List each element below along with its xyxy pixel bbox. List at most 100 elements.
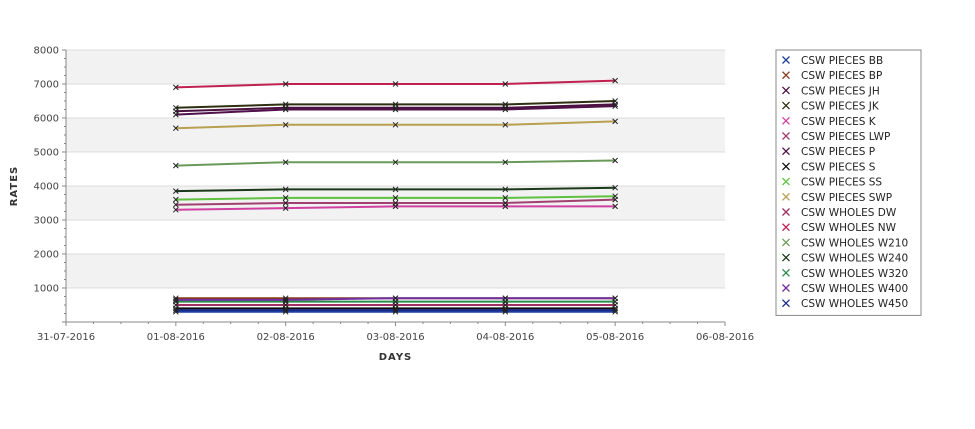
data-point [502,307,509,313]
data-point [612,295,619,302]
legend-box [775,49,922,316]
legend-marker-icon [782,299,790,308]
legend-entry-label: CSW PIECES SS [801,177,882,189]
y-tick-label: 1000 [34,284,59,295]
data-point [392,121,399,128]
data-point [612,193,619,200]
x-tick-label: 04-08-2016 [476,332,534,343]
data-point [172,125,179,132]
y-tick-label: 8000 [34,46,59,57]
legend-marker-icon [782,177,790,186]
data-point [502,186,509,193]
legend-marker-icon [782,238,790,247]
legend-entry-label: CSW WHOLES W450 [801,298,908,310]
data-point [172,84,179,91]
legend-marker-icon [782,147,790,156]
x-tick-label: 31-07-2016 [37,332,95,343]
legend-entry-label: CSW PIECES K [801,116,877,128]
plot-band [66,118,725,152]
legend-marker-icon [782,192,790,201]
y-tick-label: 3000 [34,216,59,227]
data-point [612,203,619,210]
legend-entry-label: CSW WHOLES W320 [801,268,908,280]
y-tick-label: 5000 [34,148,59,159]
legend-entry-label: CSW PIECES JK [801,101,880,113]
data-point [612,118,619,125]
data-point [392,200,399,206]
legend-entry-label: CSW WHOLES W400 [801,283,908,295]
x-tick-label: 01-08-2016 [147,332,205,343]
data-point [392,81,399,87]
y-tick-label: 2000 [34,250,59,261]
data-point [282,205,289,211]
data-point [282,186,289,193]
x-axis-title: DAYS [379,352,413,363]
data-point [172,206,179,213]
legend-entry-label: CSW PIECES P [801,146,875,158]
data-point [502,106,509,113]
legend-entry-label: CSW PIECES S [801,161,876,173]
legend-entry-label: CSW PIECES LWP [801,131,890,143]
legend-entry-label: CSW WHOLES DW [801,207,897,219]
legend-marker-icon [782,284,790,292]
legend-entry-label: CSW PIECES BP [801,70,882,82]
legend: CSW PIECES BB CSW PIECES BP CSW PIECES JH C… [775,49,922,316]
data-point [282,121,289,128]
legend-marker-icon [782,223,790,232]
y-axis-title: RATES [9,166,20,207]
legend-marker-icon [782,101,790,110]
y-tick-label: 4000 [34,182,59,193]
legend-entry-label: CSW PIECES SWP [801,192,892,204]
data-point [282,200,289,206]
data-point [612,77,619,84]
data-point [172,162,179,169]
legend-marker-icon [782,86,790,95]
data-point [612,157,619,164]
data-point [172,307,179,313]
data-point [392,195,399,201]
data-point [392,186,399,193]
data-point [392,106,399,113]
data-point [282,298,289,305]
x-tick-label: 05-08-2016 [586,332,644,343]
data-point [502,295,509,302]
legend-marker-icon [782,253,790,262]
data-point [612,307,619,313]
data-point [282,195,289,201]
legend-entry-label: CSW PIECES BB [801,55,883,67]
data-point [612,184,619,191]
x-tick-label: 02-08-2016 [257,332,315,343]
legend-marker-icon [782,208,790,216]
legend-entry-label: CSW WHOLES NW [801,222,897,234]
data-point [282,101,289,108]
y-tick-label: 6000 [34,114,59,125]
legend-marker-icon [782,71,790,80]
y-tick-label: 7000 [34,80,59,91]
plot-band [66,50,725,84]
legend-entry-label: CSW WHOLES W210 [801,237,908,249]
legend-marker-icon [782,116,790,125]
data-point [612,103,619,109]
plot-band [66,254,725,288]
legend-marker-icon [782,132,790,140]
data-point [172,201,179,208]
x-tick-label: 03-08-2016 [366,332,424,343]
data-point [282,159,289,166]
data-point [502,195,509,201]
data-point [502,200,509,206]
data-point [172,196,179,203]
data-point [392,101,399,108]
legend-entry-label: CSW PIECES JH [801,85,880,97]
data-point [392,295,399,302]
legend-marker-icon [782,56,790,64]
data-point [392,159,399,166]
data-point [612,98,619,104]
tick-labels: 1000 2000 3000 4000 5000 6000 7000 8000 31-07-20… [34,46,755,344]
series-markers [172,77,619,315]
data-point [392,307,399,313]
data-point [282,307,289,313]
data-point [172,188,179,194]
data-point [502,121,509,128]
x-tick-label: 06-08-2016 [696,332,754,343]
